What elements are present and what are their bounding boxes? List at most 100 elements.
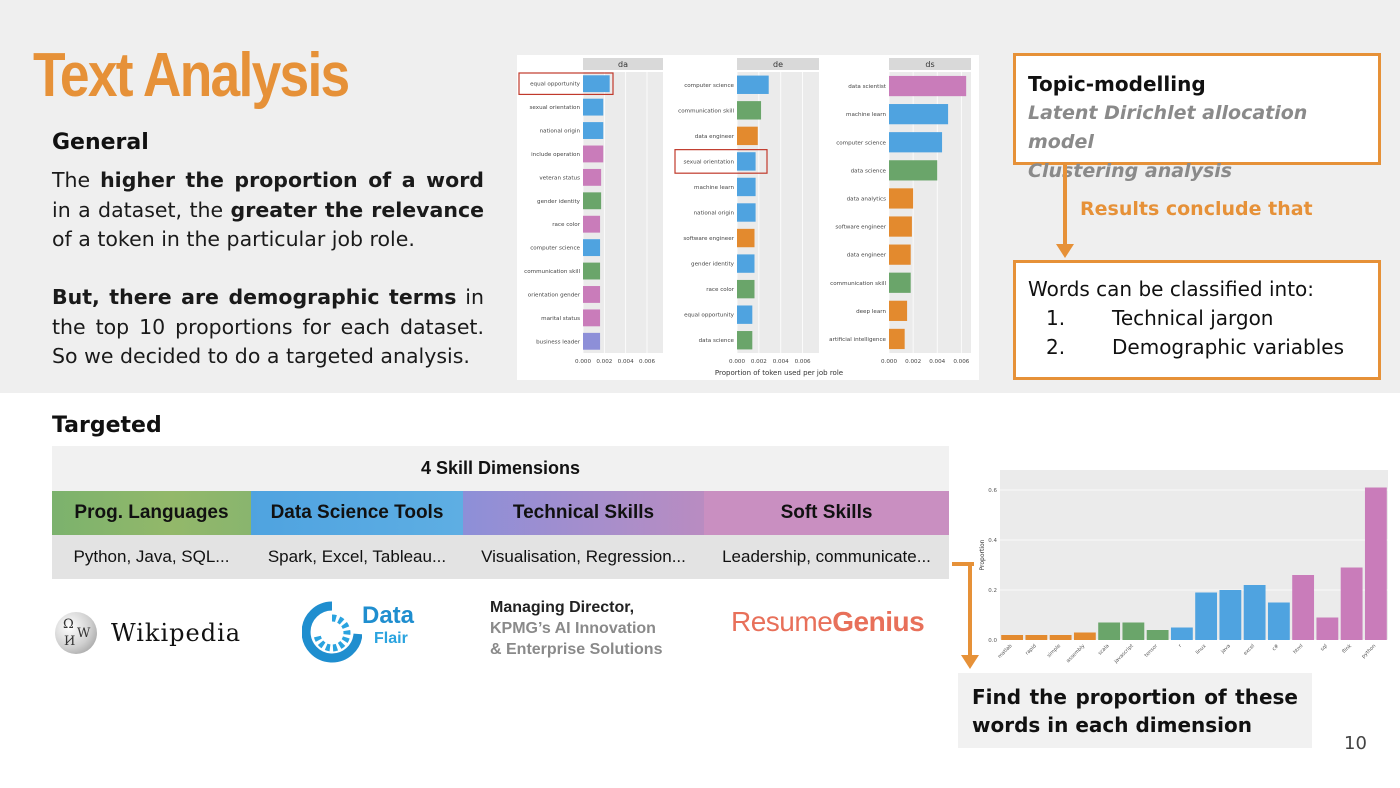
facet-label: ds [925,60,934,69]
category-label: veteran status [539,175,580,181]
category-label: data engineer [695,134,735,140]
category-label: machine learn [694,185,734,191]
category-label: communication skill [830,281,886,287]
bar [737,305,753,324]
facet-strip [583,58,663,70]
x-tick-label: 0.004 [618,359,634,365]
bar [583,192,602,210]
resumegenius-logo: ResumeGenius [731,606,925,637]
x-tick-label: 0.004 [929,359,945,365]
bar [1170,627,1193,640]
bar [1340,567,1363,640]
skill-examples-prog-languages: Python, Java, SQL... [73,547,230,566]
category-label: artificial intelligence [829,337,886,343]
bar [1195,592,1218,640]
category-label: data analytics [847,196,886,202]
y-axis-label: Proportion [979,539,986,570]
skill-examples-soft: Leadership, communicate... [722,547,931,566]
x-tick-label: scala [1097,643,1110,656]
x-tick-label: sql [1319,643,1328,652]
skill-category-technical: Technical Skills [463,491,704,535]
category-label: national origin [694,211,735,217]
x-tick-label: r [1178,643,1184,649]
category-label: software engineer [835,225,886,231]
bar [583,75,610,93]
topic-method-1: Latent Dirichlet allocation model [1028,102,1308,153]
x-tick-label: excel [1243,643,1256,656]
programming-languages-svg: 0.0 0.2 0.4 0.6 matlab rapid simple assembly sca… [979,470,1388,682]
bar [583,286,601,303]
bar [889,75,967,97]
x-tick-label: flink [1341,643,1353,655]
bar [1243,585,1266,640]
topic-modelling-title: Topic-modelling [1028,72,1206,96]
flow-arrow-line [1063,165,1067,247]
slide-title: Text Analysis [33,41,350,110]
dataflair-mark-icon [301,601,363,663]
category-label: data engineer [847,253,887,259]
x-tick-label: linux [1195,643,1208,656]
x-tick-label: 0.002 [905,359,921,365]
bar [889,160,938,181]
results-label: Results conclude that [1080,198,1313,220]
skill-category-ds-tools: Data Science Tools [251,491,463,535]
bar [1001,635,1024,640]
bar [583,122,604,139]
x-tick-label: 0.002 [596,359,612,365]
category-label: computer science [684,83,734,89]
bar [1025,635,1048,640]
skill-examples-technical: Visualisation, Regression... [481,547,686,566]
x-tick-label: 0.004 [773,359,789,365]
page-number: 10 [1344,733,1367,754]
dataflair-word-2: Flair [374,630,408,647]
topic-method-2: Clustering analysis [1028,160,1233,182]
x-tick-label: 0.000 [729,359,745,365]
skill-category-soft: Soft Skills [704,491,949,535]
source-md-title: Managing Director, [490,599,635,616]
highlight-box [518,72,614,96]
category-label: gender identity [691,262,735,268]
bar [737,203,756,222]
skill-category-prog-languages: Prog. Languages [52,491,251,535]
bar [737,126,758,146]
bar [583,262,601,280]
category-label: data science [699,338,735,344]
plot-panel [1000,470,1388,640]
x-tick-label: 0.006 [953,359,969,365]
bar [1219,590,1242,640]
category-label: software engineer [683,236,734,242]
category-label: gender identity [537,199,581,205]
category-label: deep learn [856,309,886,315]
bar [1292,575,1315,640]
word-class-item: 2. Demographic variables [1046,335,1344,359]
bar [737,152,756,171]
word-classification-intro: Words can be classified into: [1028,277,1315,301]
category-label: communication skill [524,269,580,275]
bar [583,239,601,257]
category-label: race color [552,222,580,228]
x-tick-label: java [1219,643,1231,655]
x-tick-label: 0.000 [881,359,897,365]
bar [583,98,604,116]
category-label: race color [706,287,734,293]
x-tick-label: rapid [1024,643,1037,656]
category-label: equal opportunity [530,82,581,88]
dataflair-word-1: Data [362,602,415,629]
bar [1316,617,1339,640]
bar [889,216,912,237]
bar [737,254,755,273]
category-label: computer science [530,246,580,252]
x-tick-label: matlab [997,643,1014,660]
bar [737,228,755,248]
skill-examples-ds-tools: Spark, Excel, Tableau... [267,547,447,566]
targeted-heading: Targeted [52,413,162,438]
skill-examples-row: Python, Java, SQL... Spark, Excel, Table… [52,535,949,579]
facet-strip [737,58,819,70]
facet-label: de [773,60,783,69]
bar [889,132,943,153]
bar [1364,487,1387,640]
bar [1098,622,1121,640]
y-tick-label: 0.2 [988,588,997,594]
bar [583,309,601,327]
